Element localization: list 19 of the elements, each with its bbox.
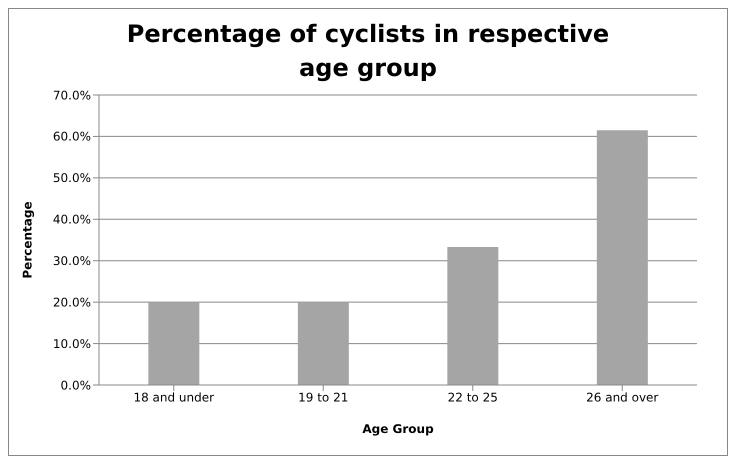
x-tick-label: 19 to 21 <box>298 390 348 405</box>
y-axis-title: Percentage <box>20 201 34 279</box>
x-tick-label: 18 and under <box>133 390 214 405</box>
bar <box>298 302 349 385</box>
bar <box>148 302 200 385</box>
y-tick-label: 60.0% <box>52 130 91 144</box>
chart-title: Percentage of cyclists in respective age group <box>126 19 610 84</box>
bar <box>596 130 648 385</box>
y-tick-label: 40.0% <box>52 212 91 227</box>
y-tick-label: 50.0% <box>52 171 91 186</box>
x-tick-label: 22 to 25 <box>448 390 498 405</box>
y-tick-label: 20.0% <box>52 295 91 310</box>
bar <box>447 247 498 385</box>
x-tick-label: 26 and over <box>586 390 658 405</box>
y-tick-label: 10.0% <box>52 336 91 351</box>
y-tick-label: 0.0% <box>60 378 91 392</box>
y-tick-label: 70.0% <box>52 88 91 102</box>
y-tick-label: 30.0% <box>52 254 91 268</box>
x-axis-title: Age Group <box>362 422 434 436</box>
